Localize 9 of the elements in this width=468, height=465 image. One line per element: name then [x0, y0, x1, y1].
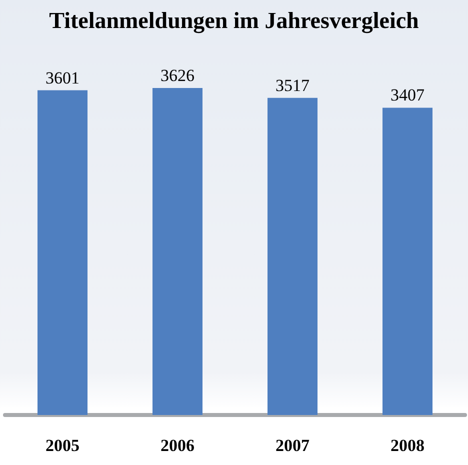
x-tick-label: 2006 [160, 436, 194, 455]
data-label: 3407 [390, 86, 425, 105]
x-tick-label: 2008 [390, 436, 424, 455]
data-label: 3626 [160, 66, 194, 85]
data-label: 3517 [276, 76, 310, 95]
x-tick-label: 2007 [276, 436, 310, 455]
x-tick-label: 2005 [46, 436, 80, 455]
chart-title: Titelanmeldungen im Jahresvergleich [49, 8, 420, 34]
data-label: 3601 [46, 68, 80, 88]
